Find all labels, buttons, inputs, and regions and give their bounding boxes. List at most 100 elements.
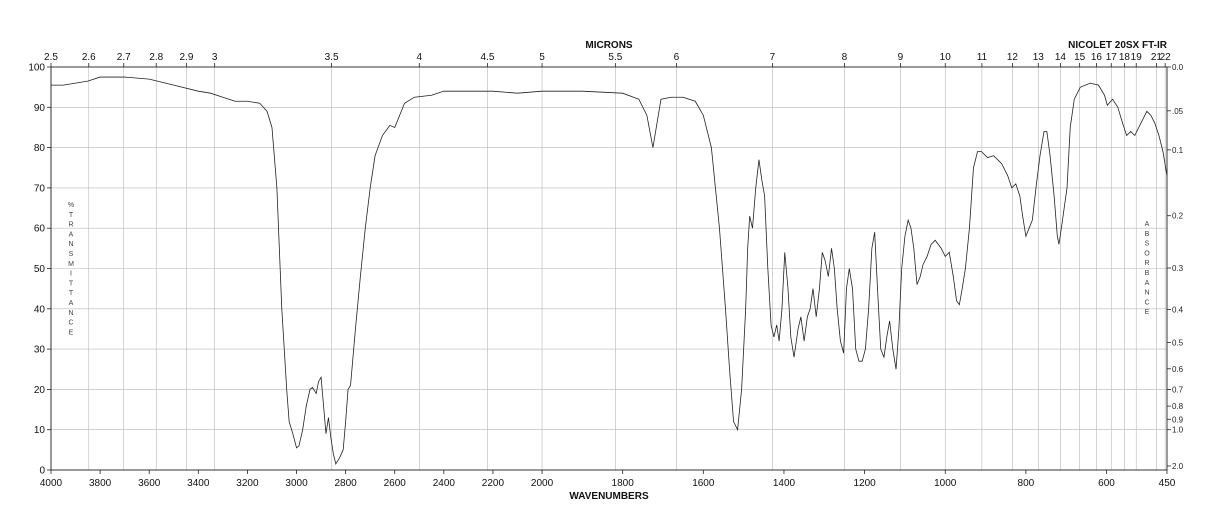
left-tick-label: 90	[34, 103, 46, 114]
tick-layer	[47, 63, 1171, 474]
top-tick-label: 2.5	[44, 52, 58, 63]
top-tick-label: 18	[1119, 52, 1131, 63]
bottom-tick-label: 800	[1018, 478, 1035, 489]
right-tick-label: 0.7	[1172, 386, 1184, 395]
right-axis-label-char: A	[1145, 221, 1150, 228]
left-axis-label-char: E	[69, 329, 74, 336]
left-tick-label: 50	[34, 264, 46, 275]
bottom-tick-label: 3000	[285, 478, 308, 489]
left-axis-label-char: T	[69, 290, 74, 297]
top-tick-label: 9	[898, 52, 904, 63]
right-tick-label: 1.0	[1172, 426, 1184, 435]
bottom-tick-label: 3200	[236, 478, 259, 489]
right-axis-label-char: A	[1145, 280, 1150, 287]
right-tick-label: 0.8	[1172, 402, 1184, 411]
left-tick-label: 20	[34, 385, 46, 396]
left-axis-label-char: I	[70, 271, 72, 278]
instrument-label: NICOLET 20SX FT-IR	[1068, 40, 1168, 51]
top-tick-label: 7	[770, 52, 776, 63]
left-tick-label: 70	[34, 183, 46, 194]
top-tick-label: 2.6	[82, 52, 96, 63]
bottom-tick-label: 600	[1098, 478, 1115, 489]
right-axis-label-char: B	[1145, 270, 1150, 277]
left-axis-label-char: R	[68, 222, 73, 229]
bottom-tick-label: 3400	[187, 478, 210, 489]
right-tick-label: 0.1	[1172, 146, 1184, 155]
bottom-tick-label: 1800	[612, 478, 635, 489]
right-axis-label-char: N	[1144, 290, 1149, 297]
top-tick-label: 2.9	[180, 52, 194, 63]
bottom-tick-label: 2600	[384, 478, 407, 489]
grid-layer	[50, 66, 1167, 471]
bottom-tick-label: 3600	[138, 478, 161, 489]
top-tick-label: 19	[1131, 52, 1143, 63]
bottom-tick-label: 4000	[40, 478, 63, 489]
bottom-tick-label: 2400	[433, 478, 456, 489]
left-tick-label: 0	[39, 466, 45, 477]
top-tick-label: 5	[539, 52, 545, 63]
top-tick-label: 4.5	[481, 52, 495, 63]
left-axis-label-char: %	[68, 202, 74, 209]
top-tick-label: 12	[1007, 52, 1019, 63]
right-tick-label: 0.6	[1172, 365, 1184, 374]
bottom-tick-label: 2000	[531, 478, 554, 489]
left-axis-label-char: T	[69, 212, 74, 219]
right-axis-label-char: C	[1144, 299, 1149, 306]
top-tick-label: 11	[977, 52, 988, 63]
bottom-tick-label: 1600	[692, 478, 715, 489]
left-axis-label-char: A	[69, 231, 74, 238]
transmittance-trace	[51, 76, 1168, 465]
left-axis-label-char: C	[68, 320, 73, 327]
left-tick-label: 40	[34, 304, 46, 315]
top-tick-label: 2.8	[149, 52, 163, 63]
left-tick-label: 30	[34, 345, 46, 356]
left-axis-label-char: N	[68, 310, 73, 317]
top-tick-label: 2.7	[117, 52, 131, 63]
bottom-tick-label: 1000	[934, 478, 957, 489]
bottom-tick-label: 1200	[853, 478, 876, 489]
top-tick-label: 3.5	[325, 52, 339, 63]
left-tick-label: 10	[34, 425, 46, 436]
bottom-tick-label: 1400	[773, 478, 796, 489]
top-axis-title: MICRONS	[585, 40, 633, 51]
left-axis-label-char: M	[68, 261, 74, 268]
right-tick-label: 0.9	[1172, 415, 1184, 424]
right-tick-label: 0.4	[1172, 306, 1184, 315]
top-tick-label: 5.5	[608, 52, 622, 63]
right-tick-label: 0.0	[1172, 63, 1184, 72]
top-tick-label: 22	[1160, 52, 1172, 63]
top-tick-label: 15	[1074, 52, 1086, 63]
right-tick-label: 0.2	[1172, 212, 1184, 221]
right-tick-label: .05	[1172, 107, 1184, 116]
left-axis-label-char: A	[69, 300, 74, 307]
bottom-tick-label: 2800	[334, 478, 357, 489]
top-tick-label: 10	[940, 52, 952, 63]
right-axis-label-char: R	[1144, 260, 1149, 267]
top-tick-label: 3	[212, 52, 218, 63]
left-axis-label-char: S	[69, 251, 74, 258]
bottom-axis-title: WAVENUMBERS	[569, 491, 649, 502]
right-tick-label: 0.5	[1172, 339, 1184, 348]
right-axis-label-char: E	[1145, 309, 1150, 316]
top-tick-label: 13	[1033, 52, 1045, 63]
bottom-tick-label: 450	[1159, 478, 1176, 489]
trace-layer	[51, 76, 1168, 465]
right-tick-label: 2.0	[1172, 462, 1184, 471]
left-axis-label-char: T	[69, 280, 74, 287]
top-tick-label: 21	[1151, 52, 1163, 63]
left-tick-label: 60	[34, 224, 46, 235]
bottom-tick-label: 2200	[482, 478, 505, 489]
left-axis-label-char: N	[68, 241, 73, 248]
top-tick-label: 8	[842, 52, 848, 63]
top-tick-label: 17	[1106, 52, 1118, 63]
top-tick-label: 16	[1091, 52, 1103, 63]
right-axis-label-char: S	[1145, 241, 1150, 248]
top-tick-label: 6	[674, 52, 680, 63]
bottom-tick-label: 3800	[89, 478, 112, 489]
left-tick-label: 100	[28, 63, 45, 74]
right-axis-label-char: B	[1145, 231, 1150, 238]
